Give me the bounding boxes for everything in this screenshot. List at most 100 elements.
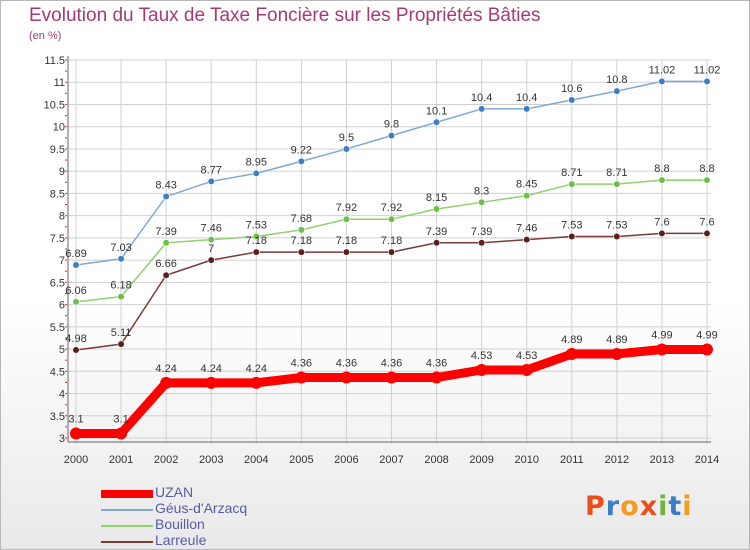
data-label-uzan: 4.53 — [516, 350, 537, 362]
x-tick-label: 2000 — [64, 454, 88, 466]
y-tick-label: 6.5 — [50, 277, 65, 289]
data-point-uzan — [205, 376, 218, 389]
data-point-g-us-d-arzacq — [297, 157, 305, 165]
data-point-uzan — [610, 347, 623, 360]
legend-label: UZAN — [155, 484, 194, 500]
y-tick-label: 8 — [59, 211, 65, 223]
y-tick-label: 11.5 — [44, 55, 65, 67]
x-tick-label: 2012 — [605, 454, 629, 466]
y-tick-label: 10.5 — [44, 99, 65, 111]
y-tick-label: 6 — [59, 300, 65, 312]
data-point-uzan — [340, 371, 353, 384]
data-label-uzan: 4.89 — [606, 334, 627, 346]
grid-layer — [68, 59, 711, 444]
data-point-bouillon — [432, 205, 441, 213]
data-label-bouillon: 7.92 — [336, 202, 357, 214]
x-tick-label: 2010 — [514, 454, 538, 466]
data-point-bouillon — [523, 192, 531, 200]
data-label-larreule: 7.18 — [381, 235, 402, 247]
x-tick-label: 2006 — [334, 454, 358, 466]
data-label-larreule: 7.18 — [291, 235, 312, 247]
data-label-bouillon: 7.53 — [246, 220, 267, 232]
x-tick-label: 2004 — [244, 454, 268, 466]
x-tick-label: 2013 — [650, 454, 674, 466]
data-label-uzan: 4.36 — [426, 358, 447, 370]
data-label-uzan: 4.24 — [246, 363, 267, 375]
unit-label: (en %) — [29, 30, 62, 42]
data-label-larreule: 7 — [208, 243, 214, 255]
data-label-larreule: 7.53 — [561, 220, 582, 232]
data-label-bouillon: 8.71 — [606, 167, 627, 179]
data-label-g-us-d-arzacq: 9.5 — [339, 132, 354, 144]
data-point-larreule — [387, 248, 396, 256]
x-tick-label: 2007 — [379, 454, 403, 466]
data-point-g-us-d-arzacq — [162, 192, 170, 201]
data-point-bouillon — [613, 180, 621, 188]
data-point-uzan — [475, 363, 488, 376]
y-tick-label: 3 — [59, 433, 65, 445]
data-label-g-us-d-arzacq: 8.77 — [201, 164, 222, 176]
data-point-g-us-d-arzacq — [613, 87, 621, 95]
data-point-g-us-d-arzacq — [658, 77, 666, 85]
x-tick-label: 2005 — [289, 454, 313, 466]
data-label-g-us-d-arzacq: 8.95 — [246, 156, 267, 168]
data-label-bouillon: 6.18 — [110, 280, 131, 292]
data-label-bouillon: 7.92 — [381, 202, 402, 214]
data-point-larreule — [613, 232, 621, 241]
data-label-bouillon: 8.8 — [654, 163, 669, 175]
data-label-bouillon: 7.46 — [201, 223, 222, 235]
data-point-larreule — [523, 236, 531, 244]
data-label-g-us-d-arzacq: 11.02 — [694, 64, 721, 76]
data-label-larreule: 7.46 — [516, 223, 537, 235]
data-label-g-us-d-arzacq: 10.6 — [561, 83, 582, 95]
chart-title: Evolution du Taux de Taxe Foncière sur l… — [29, 5, 541, 26]
data-point-larreule — [72, 346, 80, 354]
data-point-bouillon — [207, 236, 215, 244]
data-point-larreule — [297, 248, 305, 256]
legend-label: Bouillon — [155, 516, 205, 532]
data-point-g-us-d-arzacq — [478, 105, 486, 113]
data-label-g-us-d-arzacq: 10.4 — [516, 92, 537, 104]
data-label-bouillon: 8.71 — [561, 167, 582, 179]
y-tick-label: 9.5 — [50, 144, 65, 156]
data-label-uzan: 4.36 — [336, 358, 357, 370]
data-point-bouillon — [478, 198, 486, 206]
data-point-g-us-d-arzacq — [432, 118, 441, 126]
data-label-larreule: 7.18 — [336, 235, 357, 247]
data-point-uzan — [520, 363, 533, 376]
data-point-g-us-d-arzacq — [387, 132, 396, 140]
data-label-uzan: 4.53 — [471, 350, 492, 362]
data-label-larreule: 7.18 — [246, 235, 267, 247]
data-label-bouillon: 8.3 — [474, 185, 489, 197]
y-tick-label: 9 — [59, 166, 65, 178]
data-label-g-us-d-arzacq: 8.43 — [155, 180, 176, 192]
data-point-uzan — [701, 343, 713, 356]
series-layer — [70, 77, 713, 440]
data-label-bouillon: 8.45 — [516, 179, 537, 191]
legend-swatch — [101, 541, 153, 543]
data-point-larreule — [207, 256, 215, 264]
data-label-layer: 6.89 7.03 8.43 8.77 8.95 9.22 9.5 9.8 10.1 10.4 10… — [65, 64, 720, 425]
x-tick-label: 2003 — [199, 454, 223, 466]
data-point-bouillon — [658, 176, 666, 184]
data-label-larreule: 4.98 — [65, 333, 86, 345]
data-label-g-us-d-arzacq: 10.4 — [471, 92, 492, 104]
data-label-uzan: 4.24 — [155, 363, 176, 375]
data-point-g-us-d-arzacq — [207, 177, 215, 186]
y-tick-label: 4.5 — [50, 366, 65, 378]
data-point-larreule — [432, 239, 441, 247]
legend-label: Larreule — [155, 532, 207, 548]
y-tick-label: 5 — [59, 344, 65, 356]
data-point-g-us-d-arzacq — [568, 96, 576, 104]
data-point-bouillon — [387, 215, 396, 223]
data-point-larreule — [342, 248, 351, 256]
data-label-uzan: 4.24 — [201, 363, 222, 375]
data-point-uzan — [565, 347, 578, 360]
data-point-bouillon — [342, 215, 351, 223]
data-point-larreule — [568, 232, 576, 241]
data-point-larreule — [162, 271, 170, 279]
data-point-uzan — [160, 376, 173, 389]
data-label-uzan: 4.99 — [651, 330, 672, 342]
